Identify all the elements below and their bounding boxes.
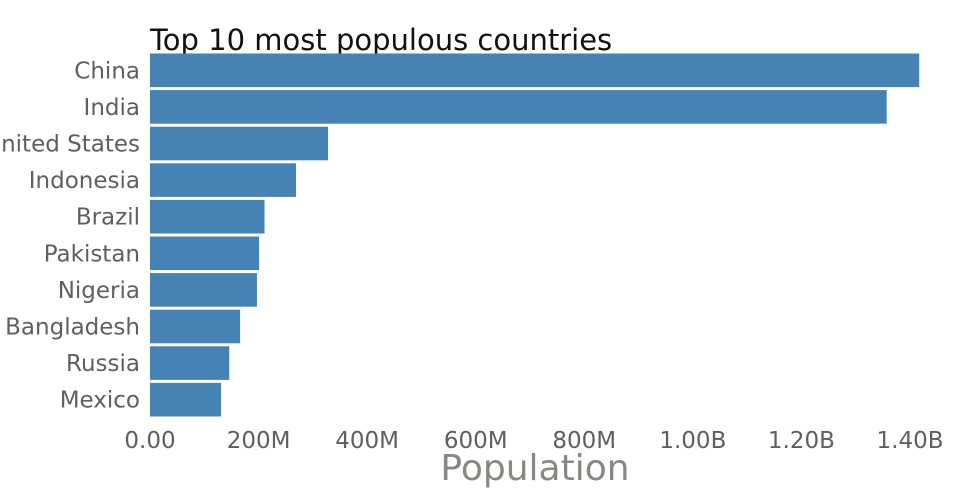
bar-brazil (150, 199, 265, 234)
bar-united-states (150, 126, 329, 161)
x-tick-label: 800M (552, 428, 616, 454)
x-tick-label: 600M (444, 428, 508, 454)
bar-indonesia (150, 163, 297, 197)
category-label: United States (0, 132, 140, 158)
category-label: China (74, 58, 140, 84)
category-label: Pakistan (44, 241, 140, 267)
bar-mexico (150, 382, 222, 417)
bar-nigeria (150, 273, 257, 307)
bar-bangladesh (150, 309, 241, 344)
chart-title: Top 10 most populous countries (149, 23, 612, 57)
category-label: Indonesia (29, 168, 140, 194)
bar-pakistan (150, 236, 260, 271)
x-axis-ticks: 0.00 200M 400M 600M 800M 1.00B 1.20B 1.40B (124, 428, 943, 454)
x-tick-label: 1.20B (768, 428, 835, 454)
x-axis-title: Population (440, 448, 629, 489)
category-label: India (84, 95, 140, 121)
bars-layer (150, 53, 920, 417)
x-tick-label: 1.00B (659, 428, 726, 454)
category-label: Nigeria (58, 278, 140, 304)
bar-india (150, 90, 887, 124)
category-label: Brazil (76, 205, 140, 231)
x-tick-label: 0.00 (124, 428, 175, 454)
category-label: Russia (66, 351, 140, 377)
x-tick-label: 200M (227, 428, 291, 454)
x-tick-label: 1.40B (877, 428, 944, 454)
category-label: Mexico (60, 388, 140, 414)
bar-china (150, 53, 920, 88)
category-label: Bangladesh (5, 315, 140, 341)
bar-russia (150, 346, 230, 380)
x-tick-label: 400M (335, 428, 399, 454)
category-labels: China India United States Indonesia Brazil Pa… (0, 58, 140, 413)
